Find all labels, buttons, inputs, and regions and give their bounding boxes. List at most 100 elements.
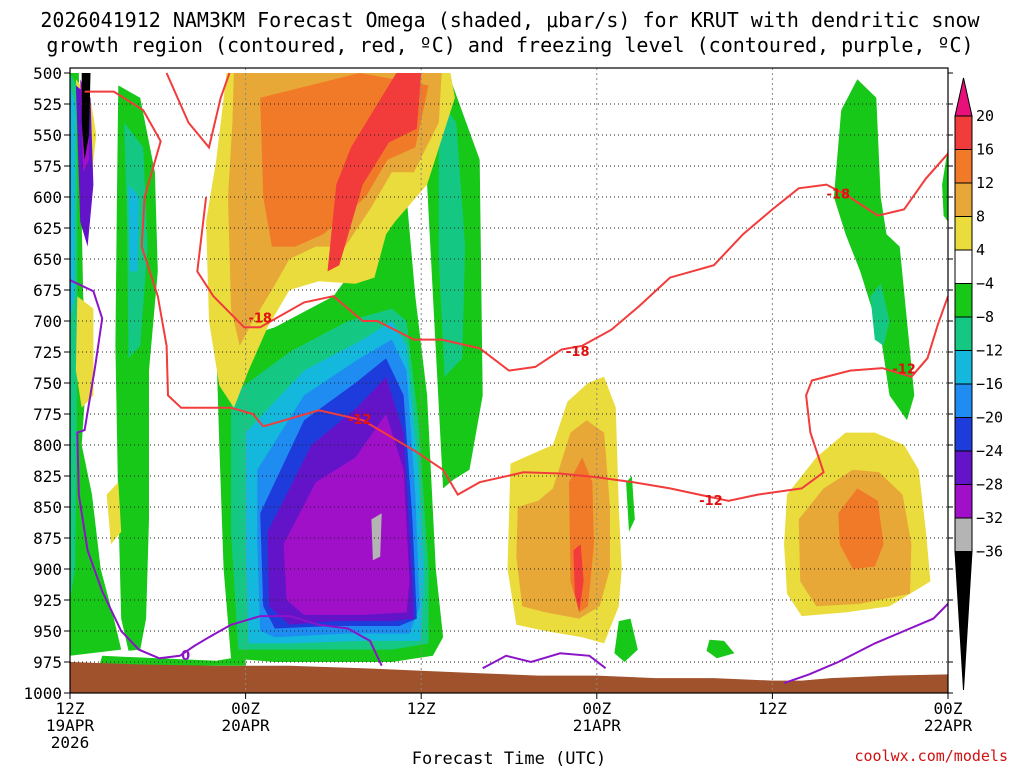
x-tick-label: 00Z [582, 699, 611, 718]
omega-region-20 [327, 73, 422, 272]
colorbar-box [954, 450, 973, 485]
omega-region-15 [371, 513, 382, 561]
omega-region-31 [614, 618, 638, 662]
omega-region-16 [99, 655, 246, 666]
colorbar-label: −36 [976, 543, 1003, 561]
colorbar-label: 4 [976, 241, 985, 259]
colorbar-label: −20 [976, 409, 1003, 427]
contour-label: 0 [181, 649, 190, 664]
omega-region-29 [870, 283, 890, 346]
contour-line-4 [70, 279, 383, 667]
colorbar-box [954, 249, 973, 284]
colorbar-box [954, 417, 973, 452]
omega-region-32 [626, 476, 635, 532]
colorbar-label: 16 [976, 141, 994, 159]
colorbar: 20 16 12 8 4 −4 −8 −12 −16 −20 −24 −28 −32 −36 [954, 77, 1003, 691]
credit-text: coolwx.com/models [854, 747, 1008, 765]
pressure-axis: 500 525 550 575 600 625 650 675 700 725 750 775 800 8… [23, 64, 953, 703]
colorbar-label: −28 [976, 476, 1003, 494]
omega-region-35 [75, 296, 94, 408]
omega-region-14 [283, 414, 410, 615]
colorbar-box [954, 383, 973, 418]
omega-shading [70, 73, 948, 666]
x-tick-label: 12Z [407, 699, 436, 718]
y-tick-label: 550 [33, 126, 62, 145]
colorbar-box [954, 216, 973, 251]
colorbar-box [954, 484, 973, 519]
omega-region-27 [838, 488, 884, 569]
y-tick-label: 625 [33, 219, 62, 238]
colorbar-box [954, 182, 973, 217]
omega-region-5 [70, 85, 76, 322]
colorbar-box [954, 115, 973, 150]
y-tick-label: 1000 [23, 684, 62, 703]
contour-line-1 [165, 72, 231, 150]
omega-region-3 [128, 184, 139, 272]
x-tick-label: 00Z [934, 699, 963, 718]
contour-line-6 [783, 603, 948, 685]
contour-line-2 [196, 152, 948, 372]
terrain-fill [70, 662, 948, 693]
ground-surface [70, 662, 948, 693]
x-tick-label: 00Z [231, 699, 260, 718]
colorbar-label: −8 [976, 308, 994, 326]
omega-region-24 [573, 544, 584, 613]
colorbar-bottom-arrow [954, 551, 973, 691]
colorbar-box [954, 316, 973, 351]
contour-label: -12 [348, 413, 372, 428]
y-tick-label: 525 [33, 95, 62, 114]
y-tick-label: 950 [33, 622, 62, 641]
y-tick-label: 900 [33, 560, 62, 579]
colorbar-label: 12 [976, 174, 994, 192]
contour-line-3 [262, 295, 948, 502]
colorbar-label: 8 [976, 208, 985, 226]
omega-region-33 [706, 639, 735, 659]
y-tick-label: 650 [33, 250, 62, 269]
plot-frame [69, 67, 949, 694]
y-tick-label: 850 [33, 498, 62, 517]
colorbar-box [954, 149, 973, 184]
contour-label: -12 [699, 494, 723, 509]
x-tick-label: 12Z [56, 699, 85, 718]
colorbar-box [954, 283, 973, 318]
y-tick-label: 925 [33, 591, 62, 610]
x-tick-label: 2026 [51, 733, 90, 752]
colorbar-label: −16 [976, 375, 1003, 393]
x-tick-label: 19APR [46, 716, 95, 735]
plot-area: -18 -18 -18 -12 -12 -12 0 [69, 67, 949, 694]
y-tick-label: 825 [33, 467, 62, 486]
contour-line-0 [84, 90, 264, 428]
y-tick-label: 875 [33, 529, 62, 548]
contour-label: -18 [566, 345, 590, 360]
colorbar-label: −4 [976, 275, 994, 293]
omega-region-36 [106, 482, 122, 545]
omega-region-7 [438, 97, 466, 377]
x-tick-label: 12Z [758, 699, 787, 718]
omega-region-28 [833, 79, 915, 421]
chart-title-line1: 2026041912 NAM3KM Forecast Omega (shaded… [40, 8, 980, 32]
y-tick-label: 500 [33, 64, 62, 83]
colorbar-label: −12 [976, 342, 1003, 360]
omega-region-0 [70, 73, 122, 656]
x-axis-label: Forecast Time (UTC) [412, 749, 606, 768]
y-tick-label: 800 [33, 436, 62, 455]
colorbar-box [954, 350, 973, 385]
y-tick-label: 750 [33, 374, 62, 393]
omega-region-1 [115, 85, 158, 651]
colorbar-label: 20 [976, 107, 994, 125]
y-tick-label: 575 [33, 157, 62, 176]
x-tick-label: 20APR [222, 716, 271, 735]
x-tick-label: 21APR [573, 716, 622, 735]
y-tick-label: 775 [33, 405, 62, 424]
y-tick-label: 600 [33, 188, 62, 207]
colorbar-label: −32 [976, 509, 1003, 527]
omega-region-39 [81, 73, 91, 160]
y-tick-label: 675 [33, 281, 62, 300]
colorbar-top-arrow [954, 77, 973, 117]
grid-lines [70, 68, 948, 693]
y-tick-label: 700 [33, 312, 62, 331]
colorbar-box [954, 517, 973, 552]
contour-label: -18 [248, 312, 272, 327]
